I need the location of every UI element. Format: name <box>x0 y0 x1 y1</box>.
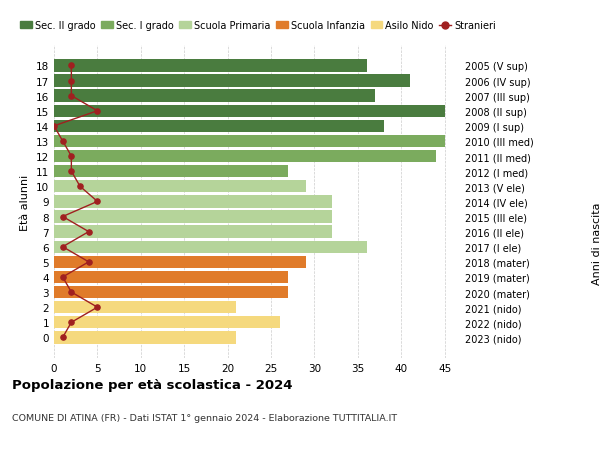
Point <box>58 244 67 251</box>
Bar <box>54 60 367 73</box>
Bar <box>54 105 445 118</box>
Point <box>75 183 85 190</box>
Point <box>67 319 76 326</box>
Point <box>67 168 76 175</box>
Bar <box>54 271 289 284</box>
Point <box>67 153 76 160</box>
Bar <box>54 135 445 148</box>
Bar <box>54 241 367 253</box>
Bar <box>54 316 280 329</box>
Bar <box>54 75 410 88</box>
Bar <box>54 211 332 223</box>
Point <box>84 229 94 236</box>
Point <box>67 62 76 70</box>
Point <box>49 123 59 130</box>
Point <box>67 78 76 85</box>
Point <box>67 93 76 100</box>
Bar <box>54 256 306 269</box>
Point <box>67 289 76 296</box>
Point <box>92 108 102 115</box>
Bar <box>54 226 332 238</box>
Text: COMUNE DI ATINA (FR) - Dati ISTAT 1° gennaio 2024 - Elaborazione TUTTITALIA.IT: COMUNE DI ATINA (FR) - Dati ISTAT 1° gen… <box>12 413 397 422</box>
Point <box>58 334 67 341</box>
Bar <box>54 166 289 178</box>
Bar <box>54 151 436 163</box>
Text: Popolazione per età scolastica - 2024: Popolazione per età scolastica - 2024 <box>12 379 293 392</box>
Point <box>58 274 67 281</box>
Bar <box>54 196 332 208</box>
Point <box>84 258 94 266</box>
Legend: Sec. II grado, Sec. I grado, Scuola Primaria, Scuola Infanzia, Asilo Nido, Stran: Sec. II grado, Sec. I grado, Scuola Prim… <box>16 17 500 35</box>
Bar <box>54 90 375 103</box>
Point <box>92 198 102 206</box>
Bar <box>54 181 306 193</box>
Point <box>58 138 67 146</box>
Text: Anni di nascita: Anni di nascita <box>592 202 600 284</box>
Bar <box>54 301 236 313</box>
Point <box>58 213 67 221</box>
Bar <box>54 331 236 344</box>
Bar <box>54 286 289 299</box>
Point <box>92 304 102 311</box>
Bar <box>54 120 384 133</box>
Y-axis label: Età alunni: Età alunni <box>20 174 31 230</box>
